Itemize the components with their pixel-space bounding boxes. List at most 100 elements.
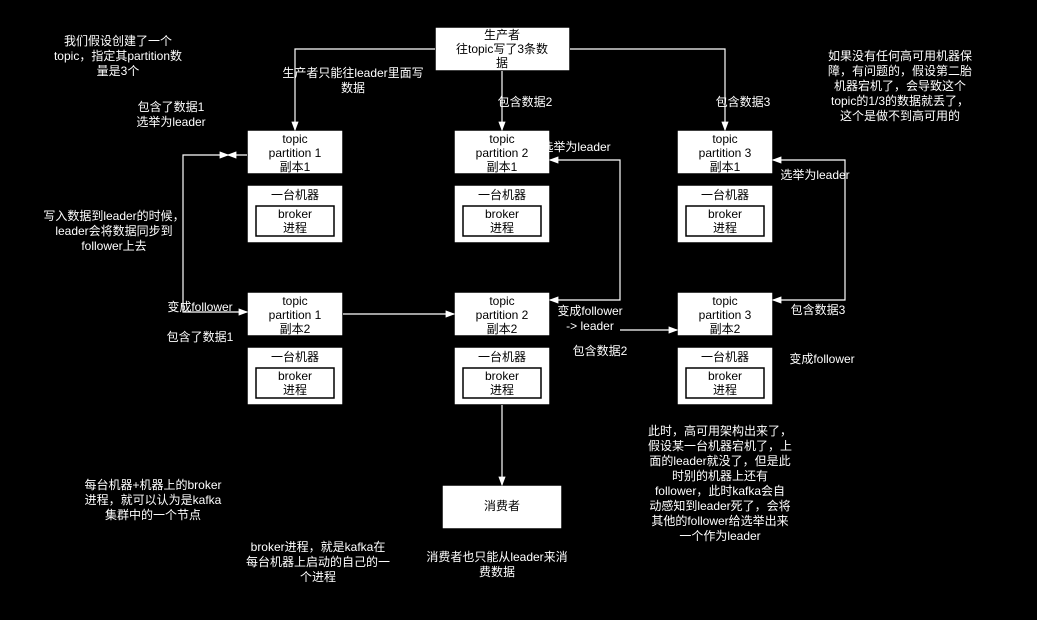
svg-text:集群中的一个节点: 集群中的一个节点	[105, 507, 201, 522]
svg-text:此时，高可用架构出来了，: 此时，高可用架构出来了，	[648, 423, 792, 438]
svg-text:量是3个: 量是3个	[97, 64, 140, 78]
svg-text:数据: 数据	[341, 80, 365, 95]
svg-text:一台机器: 一台机器	[478, 187, 526, 202]
svg-text:消费者也只能从leader来消: 消费者也只能从leader来消	[426, 550, 567, 564]
svg-text:topic: topic	[282, 132, 307, 146]
svg-text:消费者: 消费者	[484, 499, 520, 513]
svg-text:一台机器: 一台机器	[701, 349, 749, 364]
svg-text:follower，此时kafka会自: follower，此时kafka会自	[655, 484, 785, 498]
svg-text:broker: broker	[485, 207, 519, 221]
diagram-canvas: 生产者 往topic写了3条数 据 topic partition 1 副本1 …	[0, 0, 1037, 620]
svg-text:一个作为leader: 一个作为leader	[679, 529, 760, 543]
svg-text:partition 3: partition 3	[699, 146, 752, 160]
svg-text:进程: 进程	[283, 220, 307, 235]
machine-2-1: 一台机器 broker 进程	[454, 185, 550, 243]
svg-text:broker进程，就是kafka在: broker进程，就是kafka在	[251, 539, 386, 554]
svg-text:进程: 进程	[713, 220, 737, 235]
svg-text:进程: 进程	[490, 220, 514, 235]
label-data3: 包含数据3	[716, 94, 771, 109]
partition-1-replica-2: topic partition 1 副本2	[247, 292, 343, 336]
svg-text:partition 3: partition 3	[699, 308, 752, 322]
label-write-sync: 写入数据到leader的时候， leader会将数据同步到 follower上去	[43, 208, 184, 253]
svg-text:partition 2: partition 2	[476, 146, 529, 160]
svg-text:如果没有任何高可用机器保: 如果没有任何高可用机器保	[828, 48, 972, 63]
label-become-follower-1: 变成follower	[167, 299, 232, 314]
svg-text:副本2: 副本2	[487, 322, 518, 336]
svg-text:副本1: 副本1	[280, 160, 311, 174]
svg-text:topic: topic	[282, 294, 307, 308]
svg-text:follower上去: follower上去	[81, 239, 146, 253]
svg-text:一台机器: 一台机器	[271, 187, 319, 202]
svg-text:面的leader就没了，但是此: 面的leader就没了，但是此	[649, 453, 790, 468]
svg-text:副本2: 副本2	[280, 322, 311, 336]
label-elect-leader-3: 选举为leader	[780, 168, 849, 182]
label-data3-again: 包含数据3	[791, 302, 846, 317]
svg-text:一台机器: 一台机器	[271, 349, 319, 364]
label-assume-topic: 我们假设创建了一个 topic，指定其partition数 量是3个	[54, 33, 182, 78]
partition-3-replica-2: topic partition 3 副本2	[677, 292, 773, 336]
label-elect-leader-2: 选举为leader	[541, 140, 610, 154]
svg-text:包含了数据1: 包含了数据1	[138, 99, 205, 114]
arrow-producer-to-p3	[570, 49, 725, 130]
consumer-node: 消费者	[442, 485, 562, 529]
svg-text:变成follower: 变成follower	[557, 303, 622, 318]
label-producer-only-leader: 生产者只能往leader里面写 数据	[282, 65, 423, 95]
svg-text:partition 1: partition 1	[269, 308, 322, 322]
svg-text:副本2: 副本2	[710, 322, 741, 336]
svg-text:机器宕机了，会导致这个: 机器宕机了，会导致这个	[834, 78, 966, 93]
svg-text:生产者: 生产者	[484, 28, 520, 42]
svg-text:topic: topic	[712, 132, 737, 146]
svg-text:障，有问题的，假设第二胎: 障，有问题的，假设第二胎	[828, 63, 972, 78]
partition-2-replica-1: topic partition 2 副本1	[454, 130, 550, 174]
svg-text:broker: broker	[485, 369, 519, 383]
svg-text:动感知到leader死了，会将: 动感知到leader死了，会将	[649, 498, 790, 513]
svg-text:partition 1: partition 1	[269, 146, 322, 160]
svg-text:写入数据到leader的时候，: 写入数据到leader的时候，	[43, 208, 184, 223]
svg-text:topic的1/3的数据就丢了，: topic的1/3的数据就丢了，	[831, 93, 969, 108]
svg-text:选举为leader: 选举为leader	[136, 115, 205, 129]
arrow-p1-sync	[183, 155, 247, 312]
label-broker-process: broker进程，就是kafka在 每台机器上启动的自己的一 个进程	[246, 539, 390, 584]
svg-text:进程: 进程	[283, 382, 307, 397]
label-data2: 包含数据2	[498, 94, 553, 109]
svg-text:据: 据	[496, 56, 508, 70]
label-no-ha: 如果没有任何高可用机器保 障，有问题的，假设第二胎 机器宕机了，会导致这个 to…	[828, 48, 972, 123]
svg-text:时别的机器上还有: 时别的机器上还有	[672, 468, 768, 483]
svg-text:broker: broker	[708, 369, 742, 383]
label-data2-again: 包含数据2	[573, 343, 628, 358]
svg-text:broker: broker	[278, 207, 312, 221]
svg-text:每台机器上启动的自己的一: 每台机器上启动的自己的一	[246, 554, 390, 569]
label-broker-node: 每台机器+机器上的broker 进程，就可以认为是kafka 集群中的一个节点	[84, 477, 221, 522]
svg-text:进程: 进程	[713, 382, 737, 397]
svg-text:一台机器: 一台机器	[701, 187, 749, 202]
svg-text:费数据: 费数据	[479, 564, 515, 579]
svg-text:进程: 进程	[490, 382, 514, 397]
svg-text:topic: topic	[489, 294, 514, 308]
svg-text:生产者只能往leader里面写: 生产者只能往leader里面写	[282, 65, 423, 80]
svg-text:partition 2: partition 2	[476, 308, 529, 322]
label-become-follower-leader: 变成follower -> leader	[557, 303, 622, 333]
svg-text:副本1: 副本1	[487, 160, 518, 174]
svg-text:这个是做不到高可用的: 这个是做不到高可用的	[840, 108, 960, 123]
svg-text:假设某一台机器宕机了，上: 假设某一台机器宕机了，上	[648, 438, 792, 453]
machine-3-1: 一台机器 broker 进程	[677, 185, 773, 243]
partition-1-replica-1: topic partition 1 副本1	[247, 130, 343, 174]
label-data1-leader: 包含了数据1 选举为leader	[136, 99, 205, 129]
machine-1-2: 一台机器 broker 进程	[247, 347, 343, 405]
svg-text:每台机器+机器上的broker: 每台机器+机器上的broker	[84, 477, 221, 492]
partition-2-replica-2: topic partition 2 副本2	[454, 292, 550, 336]
machine-2-2: 一台机器 broker 进程	[454, 347, 550, 405]
svg-text:broker: broker	[708, 207, 742, 221]
machine-3-2: 一台机器 broker 进程	[677, 347, 773, 405]
svg-text:副本1: 副本1	[710, 160, 741, 174]
svg-text:topic: topic	[712, 294, 737, 308]
svg-text:leader会将数据同步到: leader会将数据同步到	[55, 223, 172, 238]
label-become-follower-3: 变成follower	[789, 351, 854, 366]
producer-node: 生产者 往topic写了3条数 据	[435, 27, 570, 71]
svg-text:我们假设创建了一个: 我们假设创建了一个	[64, 33, 172, 48]
svg-text:其他的follower给选举出来: 其他的follower给选举出来	[651, 513, 788, 528]
label-data1-again: 包含了数据1	[167, 329, 234, 344]
svg-text:进程，就可以认为是kafka: 进程，就可以认为是kafka	[85, 492, 222, 507]
arrow-p2-sync	[550, 160, 620, 300]
svg-text:往topic写了3条数: 往topic写了3条数	[456, 41, 548, 56]
